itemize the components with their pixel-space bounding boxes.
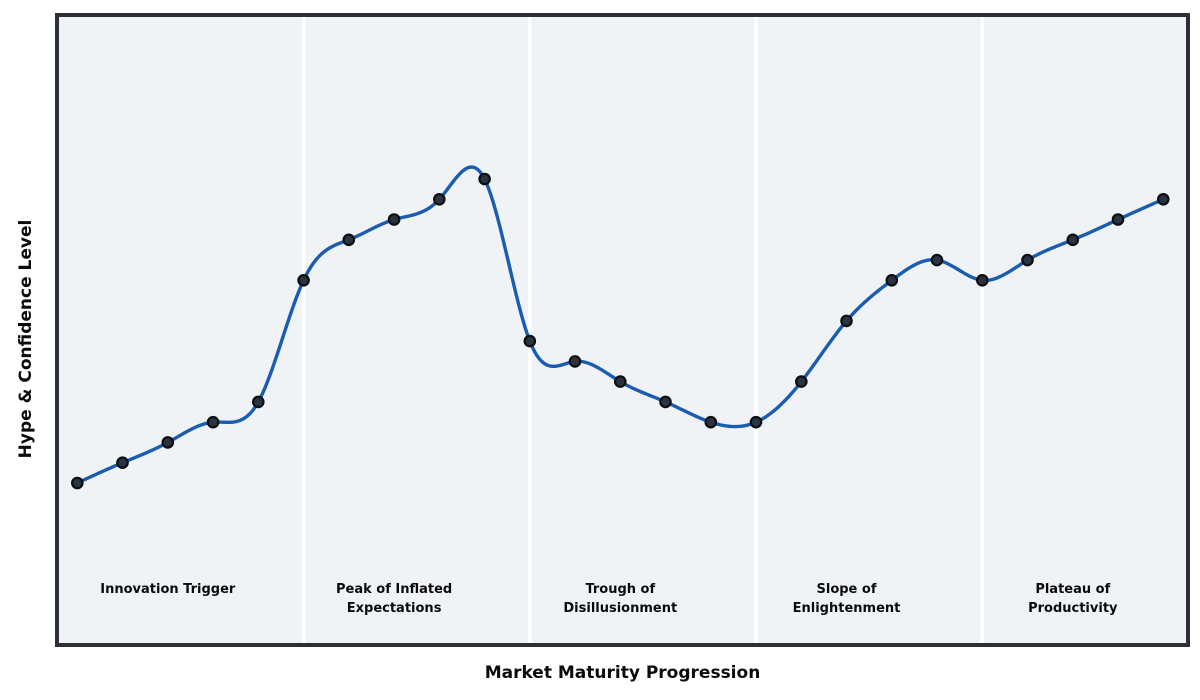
phase-label-plateau-of-productivity: Plateau of Productivity: [1028, 582, 1118, 616]
data-point-marker: [342, 233, 356, 247]
phase-label-trough-of-disillusionment: Trough of Disillusionment: [563, 582, 678, 616]
data-point-marker: [1066, 233, 1080, 247]
data-point-marker: [478, 172, 491, 186]
data-point-marker: [523, 334, 537, 348]
phase-dividers: [301, 17, 985, 643]
data-point-marker: [432, 193, 446, 206]
data-point-marker: [387, 213, 401, 226]
data-point-markers: [71, 172, 1170, 490]
data-point-marker: [930, 253, 944, 267]
data-point-marker: [251, 395, 265, 409]
plot-background: [59, 17, 1186, 643]
data-point-marker: [1111, 213, 1125, 226]
data-point-marker: [840, 314, 853, 328]
data-point-marker: [206, 415, 220, 429]
y-axis-title: Hype & Confidence Level: [16, 219, 36, 459]
data-point-marker: [568, 355, 582, 368]
data-point-marker: [659, 395, 672, 409]
data-point-marker: [116, 456, 129, 469]
phase-label-slope-of-enlightenment: Slope of Enlightenment: [792, 582, 901, 616]
x-axis-title: Market Maturity Progression: [484, 663, 761, 683]
data-point-marker: [1157, 193, 1170, 206]
data-point-marker: [1021, 253, 1034, 267]
plot-frame: [55, 13, 1190, 647]
data-point-marker: [885, 273, 899, 287]
data-point-marker: [975, 273, 989, 287]
data-point-marker: [794, 375, 808, 388]
phase-label-innovation-trigger: Innovation Trigger: [100, 582, 236, 597]
phase-label-peak-of-inflated-expectations: Peak of Inflated Expectations: [335, 582, 453, 616]
data-point-marker: [704, 415, 718, 429]
data-point-marker: [297, 273, 310, 287]
data-point-marker: [71, 476, 84, 490]
data-point-marker: [749, 415, 763, 429]
data-point-marker: [613, 375, 627, 388]
data-point-marker: [161, 436, 175, 449]
